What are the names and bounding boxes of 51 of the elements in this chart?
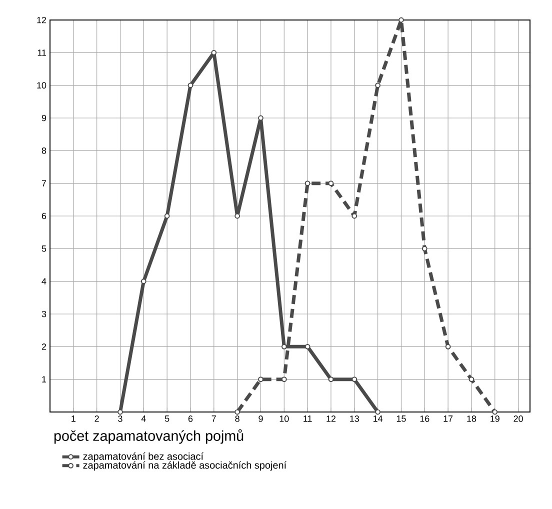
point [375, 82, 380, 88]
x-tick-label: 12 [326, 416, 336, 422]
point [328, 180, 334, 186]
x-tick-label: 8 [235, 416, 240, 422]
y-tick-label: 11 [38, 50, 46, 56]
x-tick-label: 19 [490, 416, 500, 422]
x-tick-label: 16 [420, 416, 430, 422]
x-tick-label: 13 [350, 416, 359, 422]
point [118, 409, 123, 415]
y-tick-label: 7 [42, 180, 46, 186]
y-tick-label: 9 [42, 114, 46, 122]
x-tick-label: 2 [94, 416, 99, 422]
point [468, 376, 474, 382]
point [304, 344, 310, 350]
y-tick-label: 2 [42, 344, 46, 350]
y-tick-label: 3 [42, 310, 46, 318]
x-tick-label: 14 [374, 416, 383, 422]
x-tick-label: 1 [72, 416, 76, 422]
point [188, 82, 194, 88]
point [398, 17, 404, 23]
y-tick-label: 1 [42, 376, 46, 382]
x-tick-label: 15 [396, 416, 406, 422]
point [375, 409, 380, 415]
point [445, 344, 451, 350]
y-tick-label: 12 [37, 16, 46, 24]
legend-label: zapamatování bez asociací [83, 452, 204, 462]
point [352, 376, 358, 382]
x-tick-label: 20 [514, 416, 523, 422]
y-tick-label: 10 [37, 82, 46, 89]
y-tick-label: 6 [42, 212, 46, 220]
point [258, 376, 264, 382]
x-tick-label: 6 [188, 416, 193, 422]
point [140, 278, 146, 284]
x-tick-label: 18 [467, 416, 476, 422]
y-tick-label: 4 [42, 278, 46, 284]
point [328, 376, 334, 382]
x-tick-label: 4 [141, 416, 146, 422]
x-tick-label: 17 [444, 416, 453, 422]
x-tick-label: 11 [304, 416, 312, 422]
x-tick-label: 10 [280, 416, 289, 422]
y-tick-label: 5 [42, 246, 46, 252]
legend-label: zapamatování na základě asociačních spojení [83, 461, 287, 471]
x-axis-title: počet zapamatovaných pojmů [54, 429, 244, 444]
point [234, 409, 240, 415]
x-tick-label: 7 [212, 416, 216, 422]
y-tick-label: 8 [42, 147, 46, 154]
point [164, 213, 170, 219]
x-tick-label: 9 [258, 416, 263, 422]
point [492, 409, 498, 415]
x-tick-label: 3 [118, 416, 122, 422]
x-tick-label: 5 [164, 416, 170, 422]
